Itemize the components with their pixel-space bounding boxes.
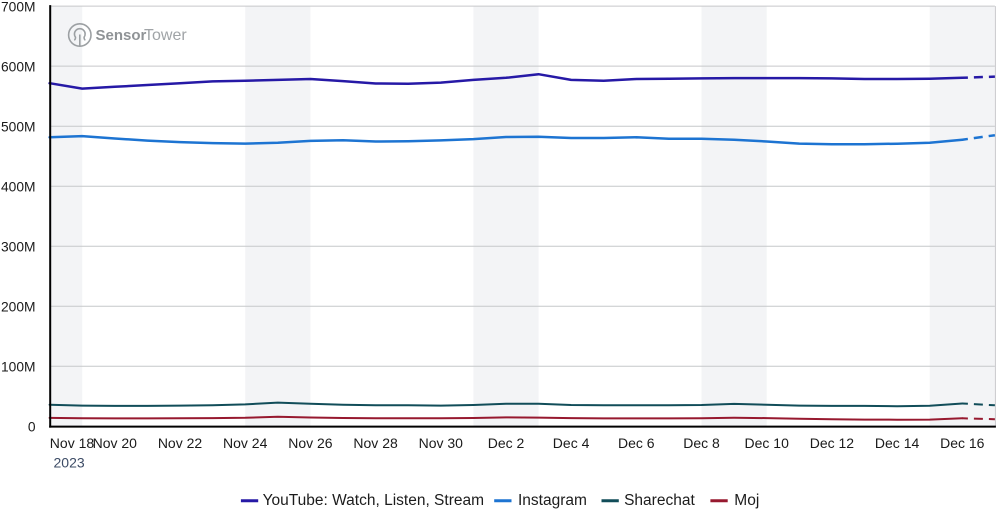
svg-text:Dec 6: Dec 6 bbox=[618, 435, 655, 451]
svg-text:Dec 4: Dec 4 bbox=[553, 435, 590, 451]
svg-text:Nov 30: Nov 30 bbox=[419, 435, 464, 451]
svg-text:100M: 100M bbox=[1, 360, 36, 375]
svg-text:Moj: Moj bbox=[734, 492, 759, 509]
svg-text:Tower: Tower bbox=[144, 27, 187, 44]
svg-text:Dec 10: Dec 10 bbox=[745, 435, 790, 451]
svg-text:YouTube: Watch, Listen, Stream: YouTube: Watch, Listen, Stream bbox=[263, 492, 484, 509]
svg-text:2023: 2023 bbox=[54, 455, 85, 471]
svg-text:Nov 24: Nov 24 bbox=[223, 435, 268, 451]
svg-text:0: 0 bbox=[28, 420, 36, 435]
svg-text:Sharechat: Sharechat bbox=[624, 492, 695, 509]
svg-text:Dec 8: Dec 8 bbox=[683, 435, 720, 451]
svg-text:Nov 28: Nov 28 bbox=[353, 435, 398, 451]
svg-text:Dec 2: Dec 2 bbox=[488, 435, 525, 451]
svg-text:Dec 14: Dec 14 bbox=[875, 435, 920, 451]
svg-text:600M: 600M bbox=[1, 59, 36, 74]
svg-text:Nov 22: Nov 22 bbox=[158, 435, 203, 451]
svg-text:Sensor: Sensor bbox=[96, 27, 147, 44]
svg-text:500M: 500M bbox=[1, 120, 36, 135]
svg-text:300M: 300M bbox=[1, 240, 36, 255]
svg-text:Nov 20: Nov 20 bbox=[93, 435, 138, 451]
svg-text:Dec 16: Dec 16 bbox=[940, 435, 985, 451]
svg-text:400M: 400M bbox=[1, 180, 36, 195]
svg-text:700M: 700M bbox=[1, 0, 36, 14]
svg-text:Nov 26: Nov 26 bbox=[288, 435, 333, 451]
svg-text:Dec 12: Dec 12 bbox=[810, 435, 855, 451]
svg-text:Instagram: Instagram bbox=[518, 492, 587, 509]
svg-text:Nov 18: Nov 18 bbox=[50, 435, 95, 451]
svg-text:200M: 200M bbox=[1, 300, 36, 315]
